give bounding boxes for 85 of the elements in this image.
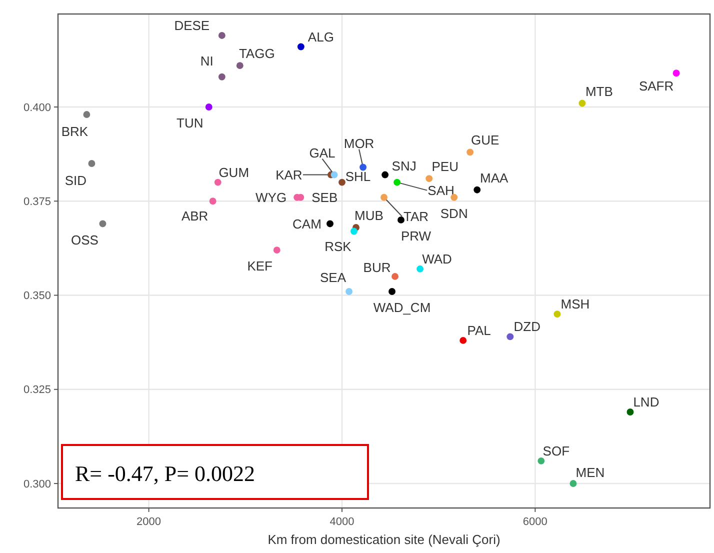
y-tick-label: 0.375 <box>23 196 51 208</box>
point <box>88 160 96 167</box>
series-label: SDN <box>440 206 468 221</box>
point <box>426 175 433 182</box>
series-label: SAFR <box>638 78 674 94</box>
point <box>388 288 396 295</box>
point <box>626 408 634 416</box>
point <box>209 198 216 205</box>
x-axis-title: Km from domestication site (Nevali Çori) <box>268 532 500 547</box>
point <box>360 164 367 171</box>
point <box>218 32 226 39</box>
series-label: GUM <box>218 164 250 180</box>
point <box>330 171 338 178</box>
series-label: ABR <box>181 208 208 224</box>
series-label: MOR <box>344 136 374 151</box>
series-label: KAR <box>276 167 302 182</box>
series-label: TUN <box>176 116 204 131</box>
point <box>394 178 401 186</box>
point <box>297 43 304 50</box>
point <box>326 220 334 228</box>
x-tick-label: 2000 <box>136 516 162 528</box>
point <box>273 246 280 254</box>
point <box>338 178 346 186</box>
point <box>83 111 90 118</box>
point <box>214 178 222 186</box>
x-tick-label: 4000 <box>330 516 354 528</box>
series-label: OSS <box>70 232 99 248</box>
point <box>570 480 577 487</box>
point <box>466 148 474 156</box>
x-tick-label: 6000 <box>522 516 548 528</box>
y-tick-label: 0.350 <box>23 290 51 302</box>
point <box>346 288 353 295</box>
series-label: MEN <box>576 465 605 480</box>
point <box>382 171 389 178</box>
point <box>416 265 424 272</box>
point <box>350 228 358 235</box>
series-label: KEF <box>247 258 273 274</box>
series-label: DZD <box>514 319 541 334</box>
series-label: TAGG <box>238 46 275 62</box>
point <box>398 216 404 224</box>
series-label: MSH <box>560 296 590 312</box>
series-label: ALG <box>308 29 334 44</box>
point <box>578 100 586 107</box>
series-label: WAD_CM <box>373 300 431 316</box>
point <box>506 333 514 340</box>
series-label: RSK <box>324 238 352 254</box>
series-label: MAA <box>480 170 509 186</box>
series-label: DESE <box>174 18 210 34</box>
series-label: NI <box>200 53 214 68</box>
annotation: R= -0.47, P= 0.0022 <box>75 461 256 486</box>
series-label: LND <box>633 394 660 410</box>
point <box>236 62 244 70</box>
text: SAH <box>428 182 454 198</box>
series-label: SNJ <box>392 158 416 174</box>
series-label: SHL <box>345 168 371 184</box>
point <box>460 336 467 344</box>
series-label: SOF <box>542 443 570 458</box>
point <box>474 186 481 194</box>
series-label: GAL <box>309 145 336 160</box>
series-label: WAD <box>422 251 452 266</box>
series-label: SEB <box>312 190 338 205</box>
y-tick-label: 0.300 <box>23 478 51 490</box>
point <box>672 70 680 77</box>
series-label: SID <box>64 173 87 188</box>
series-label: BRK <box>61 124 88 140</box>
point <box>218 73 226 80</box>
series-label: BUR <box>363 260 391 275</box>
point <box>380 194 388 201</box>
point <box>99 220 106 228</box>
point <box>538 457 545 464</box>
series-label: SEA <box>320 270 346 286</box>
series-label: WYG <box>256 190 287 205</box>
y-tick-label: 0.325 <box>23 384 51 396</box>
series-label: PAL <box>467 322 491 338</box>
series-label: GUE <box>470 132 500 148</box>
series-label: PRW <box>400 228 432 244</box>
series-label: MTB <box>585 84 613 99</box>
y-tick-label: 0.400 <box>23 102 51 114</box>
series-label: PEU <box>432 159 458 174</box>
point <box>554 310 561 318</box>
point <box>392 272 398 280</box>
point <box>205 104 212 110</box>
series-label: CAM <box>292 216 322 232</box>
series-label: MUB <box>354 208 384 224</box>
series-label: TAR <box>403 208 429 224</box>
